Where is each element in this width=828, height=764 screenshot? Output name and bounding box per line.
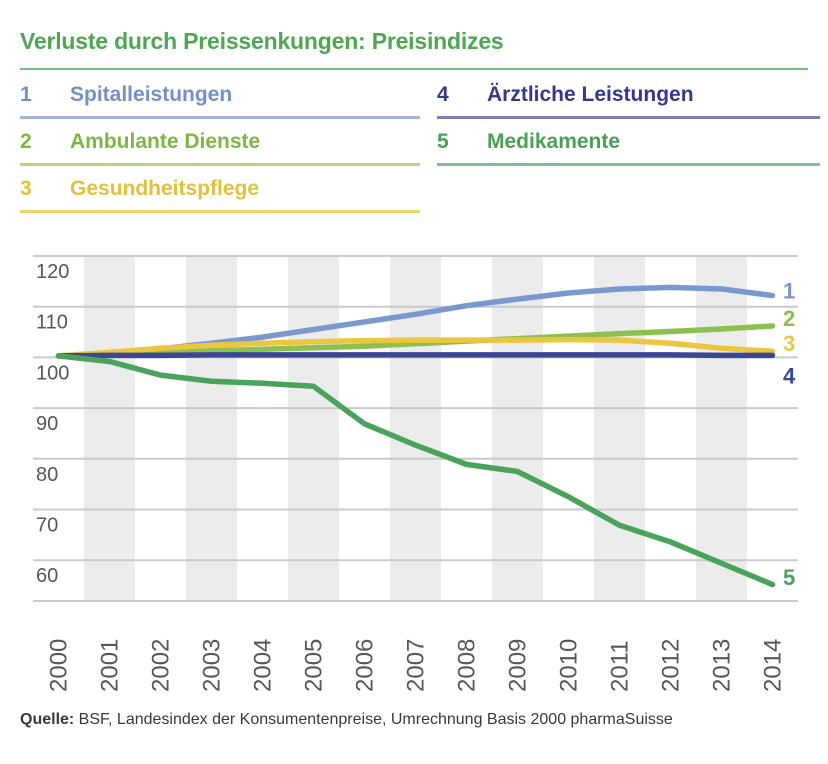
x-axis-label: 2009 — [505, 639, 532, 692]
year-band — [84, 256, 135, 601]
legend-number: 1 — [20, 83, 32, 106]
legend-empty-cell — [437, 177, 820, 224]
y-axis-label: 60 — [36, 565, 58, 587]
x-axis-label: 2005 — [301, 639, 328, 692]
x-axis-label: 2012 — [658, 639, 685, 692]
page-title: Verluste durch Preissenkungen: Preisindi… — [20, 28, 504, 54]
chart-area: 120 110 100 90 80 70 60 1 2 3 4 5 2000 2001 2002 2003 20… — [20, 250, 808, 703]
title-divider — [20, 68, 808, 70]
y-axis-label: 120 — [36, 261, 69, 283]
x-axis-label: 2007 — [403, 639, 430, 692]
series-end-label-5: 5 — [783, 565, 795, 590]
y-axis-label: 80 — [36, 464, 58, 486]
year-band — [594, 256, 645, 601]
x-axis-label: 2001 — [97, 639, 124, 692]
x-axis-label: 2006 — [352, 639, 379, 692]
y-axis-label: 100 — [36, 362, 69, 384]
legend-label: Spitalleistungen — [70, 83, 233, 106]
x-axis-label: 2013 — [709, 639, 736, 692]
y-axis-label: 90 — [36, 413, 58, 435]
series-line-2 — [55, 323, 776, 359]
year-band — [492, 256, 543, 601]
chart-legend: 1 Spitalleistungen 4 Ärztliche Leistunge… — [20, 83, 820, 224]
source-note: Quelle: BSF, Landesindex der Konsumenten… — [20, 711, 808, 729]
series-line-3 — [55, 336, 776, 359]
x-axis-label: 2002 — [148, 639, 175, 692]
legend-label: Medikamente — [487, 130, 621, 153]
legend-number: 4 — [437, 83, 449, 106]
legend-number: 2 — [20, 130, 32, 153]
x-axis-label: 2004 — [250, 639, 277, 692]
legend-item-spitalleistungen: 1 Spitalleistungen — [20, 83, 420, 119]
year-band — [390, 256, 441, 601]
series-end-label-1: 1 — [783, 278, 795, 303]
x-axis-label: 2003 — [199, 639, 226, 692]
legend-item-aerztliche-leistungen: 4 Ärztliche Leistungen — [437, 83, 820, 119]
legend-number: 5 — [437, 130, 449, 153]
series-line-4 — [55, 352, 776, 359]
legend-label: Ärztliche Leistungen — [487, 83, 694, 106]
x-axis-label: 2008 — [454, 639, 481, 692]
source-text: BSF, Landesindex der Konsumentenpreise, … — [74, 711, 673, 728]
legend-label: Gesundheitspflege — [70, 177, 260, 200]
series-end-label-3: 3 — [783, 331, 795, 356]
x-axis-label: 2011 — [607, 640, 634, 692]
year-band — [186, 256, 237, 601]
legend-item-gesundheitspflege: 3 Gesundheitspflege — [20, 177, 420, 213]
page: Verluste durch Preissenkungen: Preisindi… — [20, 28, 820, 729]
legend-item-ambulante-dienste: 2 Ambulante Dienste — [20, 130, 420, 166]
series-end-label-4: 4 — [783, 364, 796, 389]
y-axis-label: 110 — [36, 312, 68, 334]
x-axis-label: 2014 — [760, 639, 787, 692]
legend-label: Ambulante Dienste — [70, 130, 261, 153]
x-axis-label: 2010 — [556, 639, 583, 692]
year-band — [696, 256, 747, 601]
year-band — [288, 256, 339, 601]
x-axis-label: 2000 — [46, 639, 73, 692]
legend-item-medikamente: 5 Medikamente — [437, 130, 820, 166]
legend-number: 3 — [20, 177, 32, 200]
series-end-label-2: 2 — [783, 306, 795, 331]
y-axis-label: 70 — [36, 515, 58, 537]
series-line-5 — [55, 353, 776, 588]
source-label: Quelle: — [20, 711, 75, 728]
